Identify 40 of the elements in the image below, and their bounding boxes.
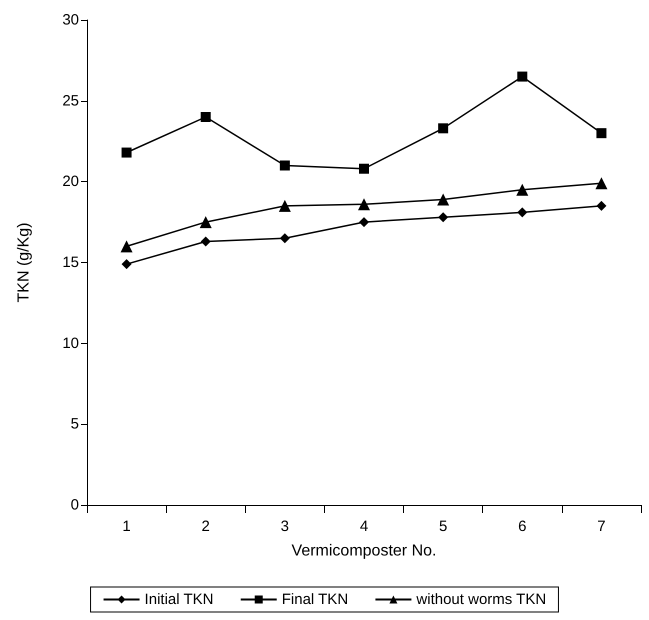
- x-tick-label: 2: [202, 518, 210, 535]
- point: [120, 240, 133, 252]
- point: [596, 128, 606, 138]
- y-tick-label: 15: [62, 254, 79, 271]
- y-tick-label: 25: [62, 92, 79, 110]
- point: [359, 164, 369, 174]
- point: [438, 123, 448, 134]
- point: [359, 217, 369, 228]
- point: [596, 200, 606, 211]
- y-axis-title: TKN (g/Kg): [16, 222, 32, 303]
- legend-label: Final TKN: [282, 591, 348, 608]
- point: [200, 112, 211, 122]
- x-tick-label: 1: [122, 518, 131, 535]
- point: [278, 200, 291, 212]
- x-tick-label: 3: [280, 518, 290, 535]
- x-tick-label: 6: [518, 518, 526, 535]
- point: [280, 160, 290, 170]
- point: [516, 184, 528, 196]
- point: [122, 259, 132, 270]
- x-tick-label: 4: [360, 518, 368, 535]
- point: [517, 72, 528, 82]
- x-tick-label: 7: [597, 518, 606, 535]
- y-tick-label: 10: [62, 334, 79, 352]
- point: [280, 233, 290, 244]
- x-tick-label: 5: [438, 518, 448, 535]
- y-tick-label: 30: [62, 12, 79, 28]
- legend-label: without worms TKN: [415, 591, 546, 608]
- point: [200, 216, 212, 228]
- point: [200, 236, 211, 246]
- point: [122, 148, 132, 158]
- y-tick-label: 5: [70, 416, 79, 433]
- point: [438, 212, 448, 222]
- y-tick-label: 20: [62, 173, 79, 190]
- point: [595, 177, 608, 190]
- y-tick-label: 0: [70, 496, 79, 514]
- point: [437, 193, 450, 206]
- x-axis-title: Vermicomposter No.: [292, 542, 436, 560]
- point: [517, 207, 528, 218]
- legend-label: Initial TKN: [144, 591, 214, 608]
- point: [358, 198, 370, 210]
